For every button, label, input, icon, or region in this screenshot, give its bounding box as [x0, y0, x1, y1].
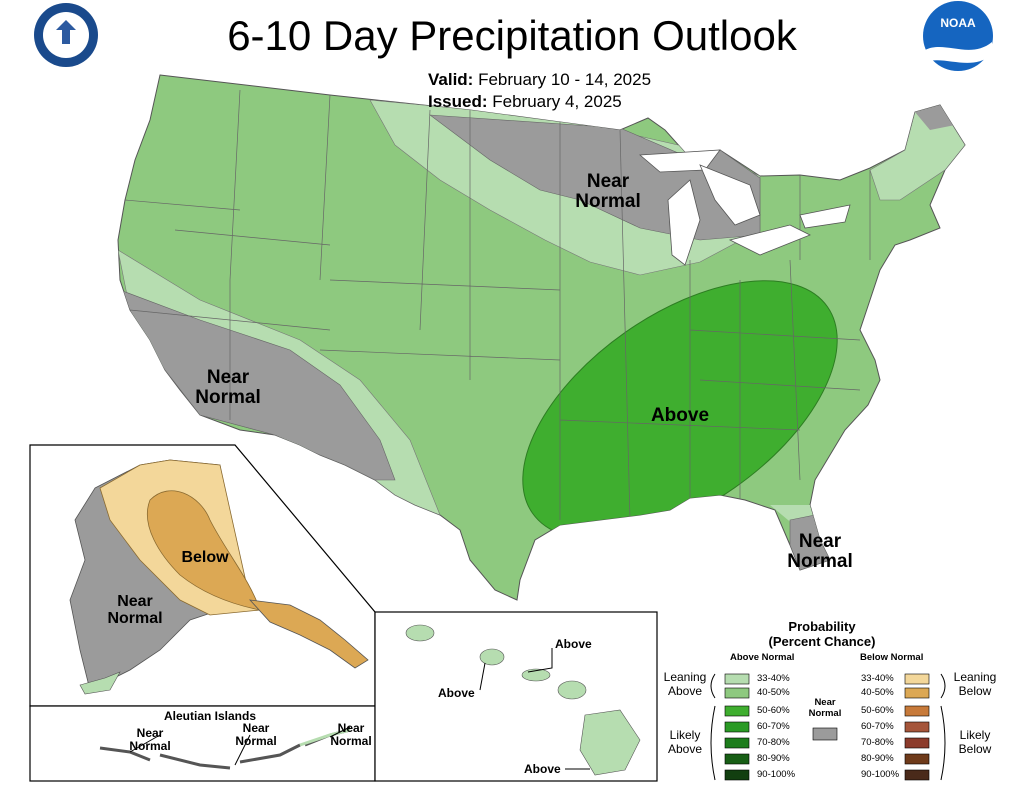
label-hawaii-above-3: Above [524, 762, 561, 776]
label-near-normal-florida: Near Normal [787, 531, 853, 572]
legend-below-row-3: 50-60% [861, 705, 894, 716]
legend-below-row-5: 70-80% [861, 737, 894, 748]
legend-above-row-5: 70-80% [757, 737, 790, 748]
label-aleutian-near-normal-3: Near Normal [330, 721, 372, 748]
commerce-seal-icon [34, 3, 98, 67]
legend-likely-below: Likely Below [958, 728, 992, 756]
legend-swatches [724, 673, 930, 781]
legend-below-row-4: 60-70% [861, 721, 894, 732]
legend-above-row-1: 33-40% [757, 673, 790, 684]
page-title: 6-10 Day Precipitation Outlook [227, 12, 797, 59]
aleutian-inset [29, 705, 376, 782]
label-hawaii-above-1: Above [555, 637, 592, 651]
legend-title: Probability (Percent Chance) [768, 619, 876, 649]
valid-dates: Valid: February 10 - 14, 2025 [428, 70, 652, 89]
alaska-southwest-green [79, 671, 121, 695]
label-aleutian-near-normal-2: Near Normal [235, 721, 277, 748]
legend-likely-above: Likely Above [667, 728, 703, 756]
legend-above-header: Above Normal [730, 652, 795, 663]
legend-above-row-2: 40-50% [757, 687, 790, 698]
legend-above-row-4: 60-70% [757, 721, 790, 732]
label-above-southeast: Above [650, 405, 710, 426]
label-near-normal-southwest: Near Normal [195, 367, 261, 408]
legend-braces [710, 673, 946, 781]
label-alaska-near-normal: Near Normal [107, 593, 163, 627]
alaska-inset [29, 444, 376, 707]
label-hawaii-above-2: Above [438, 686, 475, 700]
conus-map [117, 74, 966, 601]
legend-below-row-1: 33-40% [861, 673, 894, 684]
legend-below-row-7: 90-100% [861, 769, 900, 780]
legend-below-row-6: 80-90% [861, 753, 894, 764]
label-aleutian-near-normal-1: Near Normal [129, 726, 171, 753]
alaska-panhandle [248, 599, 369, 669]
great-lakes [638, 149, 851, 266]
legend-below-row-2: 40-50% [861, 687, 894, 698]
legend-near-normal-label: Near Normal [808, 697, 842, 720]
state-boundaries [124, 89, 871, 521]
aleutian-inset-frame [29, 705, 376, 782]
noaa-logo-text: NOAA [940, 16, 976, 30]
noaa-logo-icon: NOAA [923, 1, 993, 71]
aleutian-title: Aleutian Islands [163, 709, 257, 723]
hawaii-inset [374, 611, 658, 782]
legend-above-row-7: 90-100% [757, 769, 796, 780]
legend-leaning-below: Leaning Below [953, 670, 997, 698]
label-near-normal-north: Near Normal [575, 171, 641, 212]
conus-near-normal-maine [915, 105, 955, 130]
label-alaska-below: Below [181, 549, 229, 566]
conus-near-normal-southwest [119, 289, 396, 481]
conus-above-33-40-northeast [869, 104, 965, 201]
legend-above-row-3: 50-60% [757, 705, 790, 716]
issued-date: Issued: February 4, 2025 [428, 92, 622, 111]
legend-above-row-6: 80-90% [757, 753, 790, 764]
legend-leaning-above: Leaning Above [663, 670, 707, 698]
legend-below-header: Below Normal [860, 652, 924, 663]
